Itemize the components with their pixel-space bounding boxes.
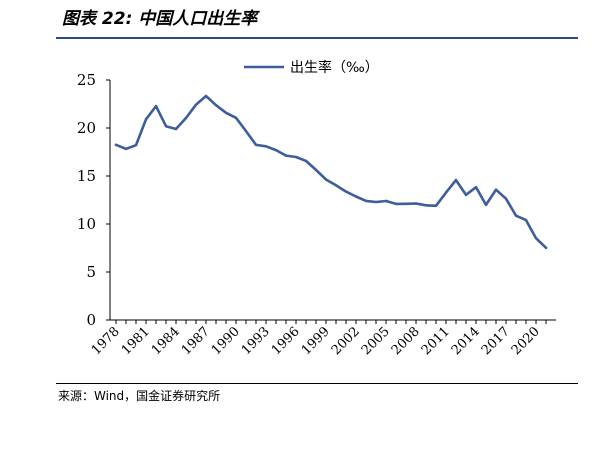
x-tick-label: 2005	[359, 324, 393, 358]
x-tick-label: 1999	[299, 324, 333, 358]
data-point	[434, 204, 438, 207]
source-divider	[56, 383, 578, 384]
y-tick-label: 0	[86, 311, 96, 329]
data-point	[454, 178, 458, 182]
data-point	[534, 237, 538, 240]
y-tick-label: 15	[77, 167, 96, 185]
data-point	[394, 202, 398, 206]
x-tick-label: 2020	[509, 324, 543, 358]
data-point	[334, 184, 338, 187]
data-point	[264, 145, 268, 148]
data-point	[154, 104, 158, 108]
series-line-birth-rate	[114, 94, 548, 250]
data-point	[134, 143, 138, 147]
y-tick-label: 10	[77, 215, 96, 233]
data-point	[354, 195, 358, 198]
y-tick-label: 5	[86, 263, 96, 281]
data-point	[504, 197, 508, 200]
data-point	[404, 202, 408, 206]
x-tick-label: 1978	[89, 324, 123, 358]
x-tick-label: 2008	[389, 324, 423, 358]
figure-title: 图表 22: 中国人口出生率	[62, 9, 258, 29]
data-point	[194, 103, 198, 106]
x-tick-label: 1987	[179, 324, 213, 358]
data-point	[374, 200, 378, 204]
data-point	[524, 218, 528, 222]
x-tick-label: 2017	[479, 324, 513, 358]
data-point	[274, 148, 278, 152]
data-point	[514, 214, 518, 217]
y-axis-ticks: 0 5 10 15 20 25	[77, 71, 110, 329]
x-tick-label: 2002	[329, 324, 363, 358]
data-point	[494, 188, 498, 191]
x-tick-label: 1990	[209, 324, 243, 358]
x-tick-label: 1984	[149, 324, 183, 358]
data-point	[414, 202, 418, 205]
data-point	[384, 199, 388, 203]
data-point	[114, 143, 118, 146]
data-point	[204, 94, 208, 98]
data-point	[124, 147, 128, 151]
data-point	[324, 178, 328, 181]
data-point	[484, 203, 488, 207]
y-tick-label: 25	[77, 71, 96, 89]
data-point	[224, 111, 228, 115]
data-point	[284, 154, 288, 157]
x-tick-label: 1993	[239, 324, 273, 358]
data-point	[164, 124, 168, 128]
x-tick-label: 1996	[269, 324, 303, 358]
legend-label: 出生率（‰）	[290, 59, 379, 76]
data-point	[234, 116, 238, 120]
data-point	[474, 186, 478, 189]
data-point	[244, 129, 248, 133]
data-point	[444, 191, 448, 194]
data-point	[314, 168, 318, 172]
data-point	[184, 116, 188, 120]
legend: 出生率（‰）	[244, 59, 379, 76]
x-tick-label: 2014	[449, 324, 483, 358]
axes	[109, 80, 556, 321]
y-tick-label: 20	[77, 119, 96, 137]
source-note: 来源：Wind，国金证券研究所	[58, 389, 221, 403]
series-lines	[114, 94, 548, 250]
x-tick-label: 2011	[419, 324, 453, 358]
x-tick-label: 1981	[119, 324, 153, 358]
data-point	[544, 246, 548, 250]
data-point	[294, 155, 298, 159]
data-point	[214, 104, 218, 107]
data-point	[424, 204, 428, 207]
x-axis-ticks: 1978198119841987199019931996199920022005…	[89, 320, 547, 358]
data-point	[174, 127, 178, 131]
title-divider	[56, 37, 578, 39]
data-point	[254, 143, 258, 147]
data-point	[304, 159, 308, 163]
data-point	[344, 190, 348, 193]
data-point	[464, 193, 468, 197]
data-point	[364, 199, 368, 203]
data-point	[144, 118, 148, 121]
